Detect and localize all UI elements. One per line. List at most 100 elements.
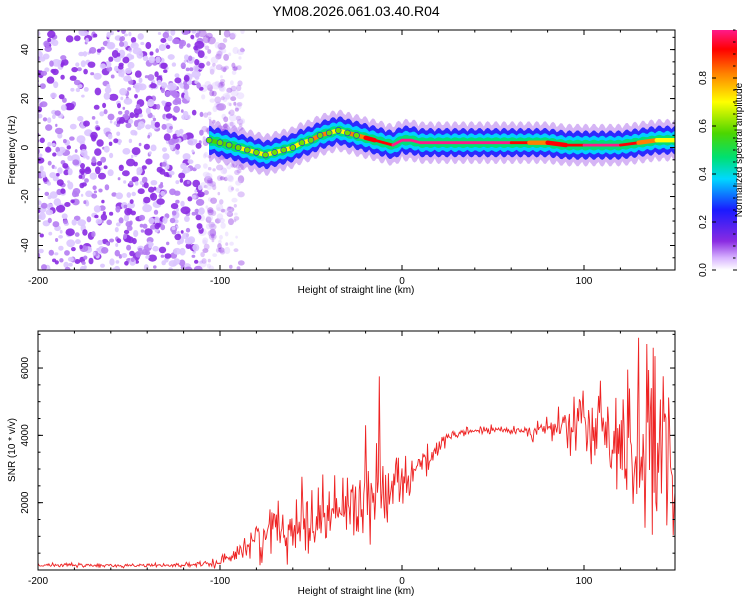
noise-blob (103, 109, 108, 115)
noise-blob (96, 139, 104, 147)
noise-blob (80, 60, 86, 68)
noise-blob (206, 215, 214, 221)
noise-blob (153, 265, 157, 269)
noise-blob (183, 74, 190, 82)
noise-blob (234, 107, 239, 112)
noise-blob (184, 237, 193, 245)
noise-blob (223, 30, 231, 38)
noise-blob (173, 247, 182, 255)
colorbar-tick-label: 0.0 (698, 263, 709, 277)
noise-blob (180, 109, 184, 113)
noise-blob (180, 162, 187, 170)
noise-blob (114, 249, 121, 257)
noise-blob (203, 55, 208, 59)
noise-blob (199, 111, 204, 117)
ridge-point (244, 146, 251, 154)
noise-blob (123, 233, 128, 240)
noise-blob (207, 49, 212, 54)
colorbar-label: Normalized spectral amplitude (734, 82, 745, 217)
noise-blob (209, 223, 217, 230)
noise-blob (111, 50, 119, 58)
noise-blob (160, 254, 165, 258)
noise-blob (47, 217, 52, 224)
noise-blob (201, 125, 208, 133)
noise-blob (129, 112, 135, 119)
noise-blob (142, 204, 153, 213)
noise-blob (92, 185, 97, 190)
noise-blob (230, 80, 234, 86)
noise-blob (147, 74, 155, 81)
noise-blob (60, 104, 67, 111)
noise-blob (116, 238, 122, 244)
noise-blob (124, 67, 132, 74)
noise-blob (75, 239, 81, 245)
noise-blob (225, 174, 234, 182)
noise-blob (229, 264, 233, 269)
noise-blob (205, 223, 211, 230)
noise-blob (98, 188, 103, 193)
noise-blob (151, 242, 154, 246)
noise-blob (185, 227, 191, 233)
noise-blob (113, 265, 121, 270)
noise-blob (130, 42, 139, 49)
noise-blob (207, 36, 216, 45)
snr-series (38, 337, 675, 569)
ridge-segment (619, 141, 640, 147)
noise-blob (158, 246, 167, 254)
noise-blob (137, 188, 145, 195)
noise-blob (149, 51, 154, 56)
noise-blob (236, 266, 241, 270)
noise-blob (101, 199, 105, 204)
noise-blob (238, 123, 243, 127)
ridge-segment (391, 138, 404, 147)
noise-blob (118, 73, 123, 77)
noise-blob (131, 191, 136, 197)
noise-blob (168, 89, 176, 96)
noise-blob (145, 255, 150, 259)
noise-blob (123, 229, 130, 235)
noise-blob (218, 81, 225, 88)
noise-blob (139, 223, 144, 228)
noise-blob (32, 208, 37, 213)
noise-blob (166, 66, 169, 70)
noise-blob (95, 126, 101, 131)
noise-blob (214, 102, 220, 108)
noise-blob (178, 259, 186, 267)
noise-blob (175, 143, 181, 150)
colorbar-ticks: 0.0 0.2 0.4 0.6 0.8 (698, 29, 737, 277)
noise-blob (165, 113, 173, 119)
noise-blob (209, 228, 217, 237)
noise-blob (74, 232, 80, 237)
noise-blob (119, 41, 125, 47)
noise-blob (182, 133, 188, 141)
noise-blob (148, 243, 152, 249)
noise-blob (140, 229, 145, 233)
noise-blob (219, 176, 225, 181)
noise-blob (144, 228, 153, 236)
noise-blob (169, 174, 172, 178)
noise-blob (171, 229, 177, 235)
noise-blob (130, 257, 135, 263)
noise-blob (210, 210, 217, 217)
noise-blob (106, 84, 111, 89)
noise-blob (158, 44, 166, 51)
noise-blob (71, 190, 78, 198)
noise-blob (212, 168, 216, 172)
bottom-y-axis: 2000 4000 6000 (20, 333, 675, 554)
noise-blob (197, 50, 205, 58)
noise-blob (192, 243, 200, 252)
noise-blob (205, 216, 212, 223)
noise-blob (38, 30, 41, 37)
noise-blob (109, 211, 114, 216)
noise-blob (86, 155, 90, 160)
noise-blob (211, 234, 215, 239)
noise-blob (87, 61, 96, 68)
noise-blob (123, 204, 128, 209)
noise-blob (138, 77, 143, 84)
noise-blob (115, 205, 121, 213)
noise-blob (120, 96, 124, 101)
noise-blob (222, 123, 228, 129)
y-tick-label: -40 (20, 238, 31, 253)
noise-blob (161, 100, 166, 105)
noise-blob (224, 65, 229, 70)
